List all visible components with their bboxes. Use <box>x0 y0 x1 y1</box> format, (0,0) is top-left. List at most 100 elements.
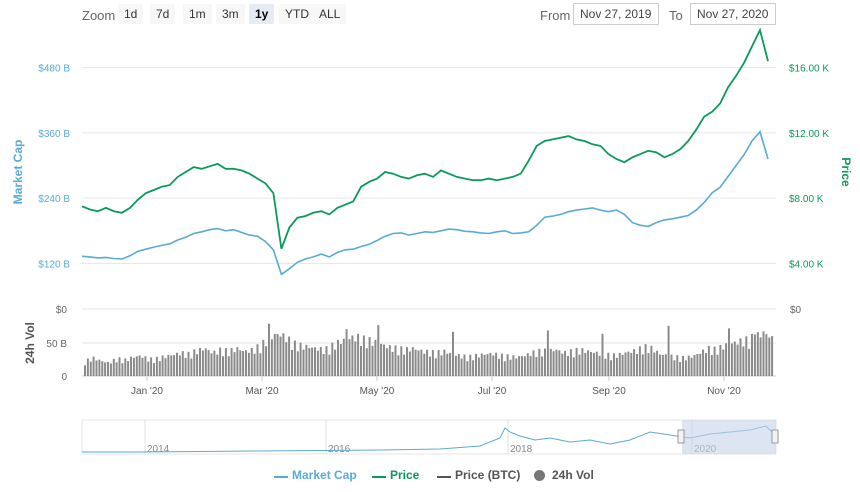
volume-bar <box>365 348 368 376</box>
volume-bar <box>201 350 204 376</box>
navigator-frame <box>81 419 777 455</box>
volume-bar <box>239 350 242 376</box>
volume-bar <box>446 353 449 376</box>
volume-bar <box>253 353 256 376</box>
zoom-1y-button[interactable]: 1y <box>249 4 275 24</box>
volume-bar <box>552 351 555 376</box>
volume-bar <box>676 355 679 376</box>
volume-bar <box>250 347 253 376</box>
volume-bar <box>515 358 518 376</box>
volume-bar <box>348 339 351 376</box>
volume-bar <box>406 347 408 376</box>
price-tick-label: $4.00 K <box>789 259 824 270</box>
volume-bar <box>523 356 526 376</box>
volume-bar <box>207 350 210 376</box>
volume-right-tick: $0 <box>790 305 802 316</box>
zoom-1d-button[interactable]: 1d <box>118 4 144 24</box>
volume-bar <box>397 355 400 376</box>
volume-bar <box>538 348 541 376</box>
volume-bar <box>659 354 661 376</box>
from-date-input[interactable]: Nov 27, 2019 <box>573 3 659 25</box>
price-chart[interactable]: $120 B$240 B$360 B$480 B $4.00 K$8.00 K$… <box>0 0 860 462</box>
volume-bar <box>305 344 308 376</box>
volume-bar <box>627 351 630 376</box>
volume-bar <box>587 350 590 376</box>
volume-bar <box>541 356 544 376</box>
volume-bar <box>184 357 187 376</box>
volume-bar <box>693 354 696 376</box>
volume-bar <box>331 342 334 376</box>
zoom-7d-button[interactable]: 7d <box>150 4 176 24</box>
volume-bar <box>713 346 716 376</box>
volume-bar <box>158 361 161 376</box>
volume-bar <box>224 348 227 376</box>
volume-bar <box>417 350 420 376</box>
volume-bar <box>759 337 762 376</box>
volume-bar <box>440 355 443 376</box>
volume-bar <box>506 354 509 376</box>
volume-bar <box>604 358 607 376</box>
volume-bar <box>345 329 348 376</box>
volume-bar <box>498 358 500 376</box>
volume-bar <box>276 334 279 376</box>
volume-bar <box>132 357 135 376</box>
navigator-selected-range[interactable] <box>682 420 776 454</box>
volume-bar <box>296 351 299 376</box>
volume-bar <box>124 358 127 376</box>
volume-bar <box>477 357 480 376</box>
volume-bar <box>385 348 388 376</box>
to-date-input[interactable]: Nov 27, 2020 <box>690 3 776 25</box>
volume-bar <box>544 348 546 376</box>
volume-bar <box>549 348 552 376</box>
volume-bar <box>716 354 719 376</box>
price-axis: $4.00 K $8.00 K $12.00 K $16.00 K <box>789 64 829 271</box>
volume-bar <box>564 350 567 376</box>
volume-bar <box>196 354 199 376</box>
volume-bar <box>414 349 417 376</box>
zoom-3m-button[interactable]: 3m <box>216 4 245 24</box>
navigator-left-handle[interactable] <box>677 429 685 444</box>
volume-bar <box>638 346 641 376</box>
volume-bar <box>581 348 584 376</box>
market-cap-axis-title: Market Cap <box>11 140 25 205</box>
volume-bar <box>204 348 207 376</box>
volume-bar <box>650 345 653 376</box>
volume-bar <box>518 356 521 376</box>
volume-bar <box>222 356 224 376</box>
volume-bar <box>687 355 690 376</box>
volume-bar <box>546 330 549 376</box>
volume-bar <box>696 353 699 376</box>
volume-bar <box>265 346 268 376</box>
volume-axis-title: 24h Vol <box>23 322 37 364</box>
volume-bar <box>170 355 173 376</box>
volume-bar <box>644 344 647 376</box>
market-cap-series-line <box>81 130 769 276</box>
volume-bar <box>578 354 581 376</box>
volume-bar <box>607 352 610 376</box>
volume-bar <box>624 352 627 376</box>
volume-bar <box>762 331 765 376</box>
volume-bar <box>472 360 475 376</box>
volume-bar <box>360 346 362 376</box>
volume-bar <box>748 348 751 376</box>
volume-bar <box>84 365 86 376</box>
volume-bar <box>705 353 707 376</box>
price-tick-label: $16.00 K <box>789 64 829 75</box>
zoom-all-button[interactable]: ALL <box>313 4 347 24</box>
volume-bar <box>141 357 144 376</box>
zoom-ytd-button[interactable]: YTD <box>279 4 315 24</box>
volume-bar <box>480 353 483 376</box>
navigator-right-handle[interactable] <box>771 429 779 444</box>
volume-bar <box>164 358 167 376</box>
volume-bar <box>112 358 115 376</box>
volume-bar <box>190 358 193 376</box>
volume-bar <box>690 357 693 376</box>
x-tick-label: Sep '20 <box>592 386 626 397</box>
zoom-1m-button[interactable]: 1m <box>183 4 212 24</box>
volume-bar <box>181 351 184 376</box>
volume-bar <box>615 357 618 376</box>
volume-bar <box>434 358 437 376</box>
volume-bar <box>293 340 296 376</box>
volume-bar <box>745 336 748 376</box>
volume-bar <box>219 347 222 376</box>
